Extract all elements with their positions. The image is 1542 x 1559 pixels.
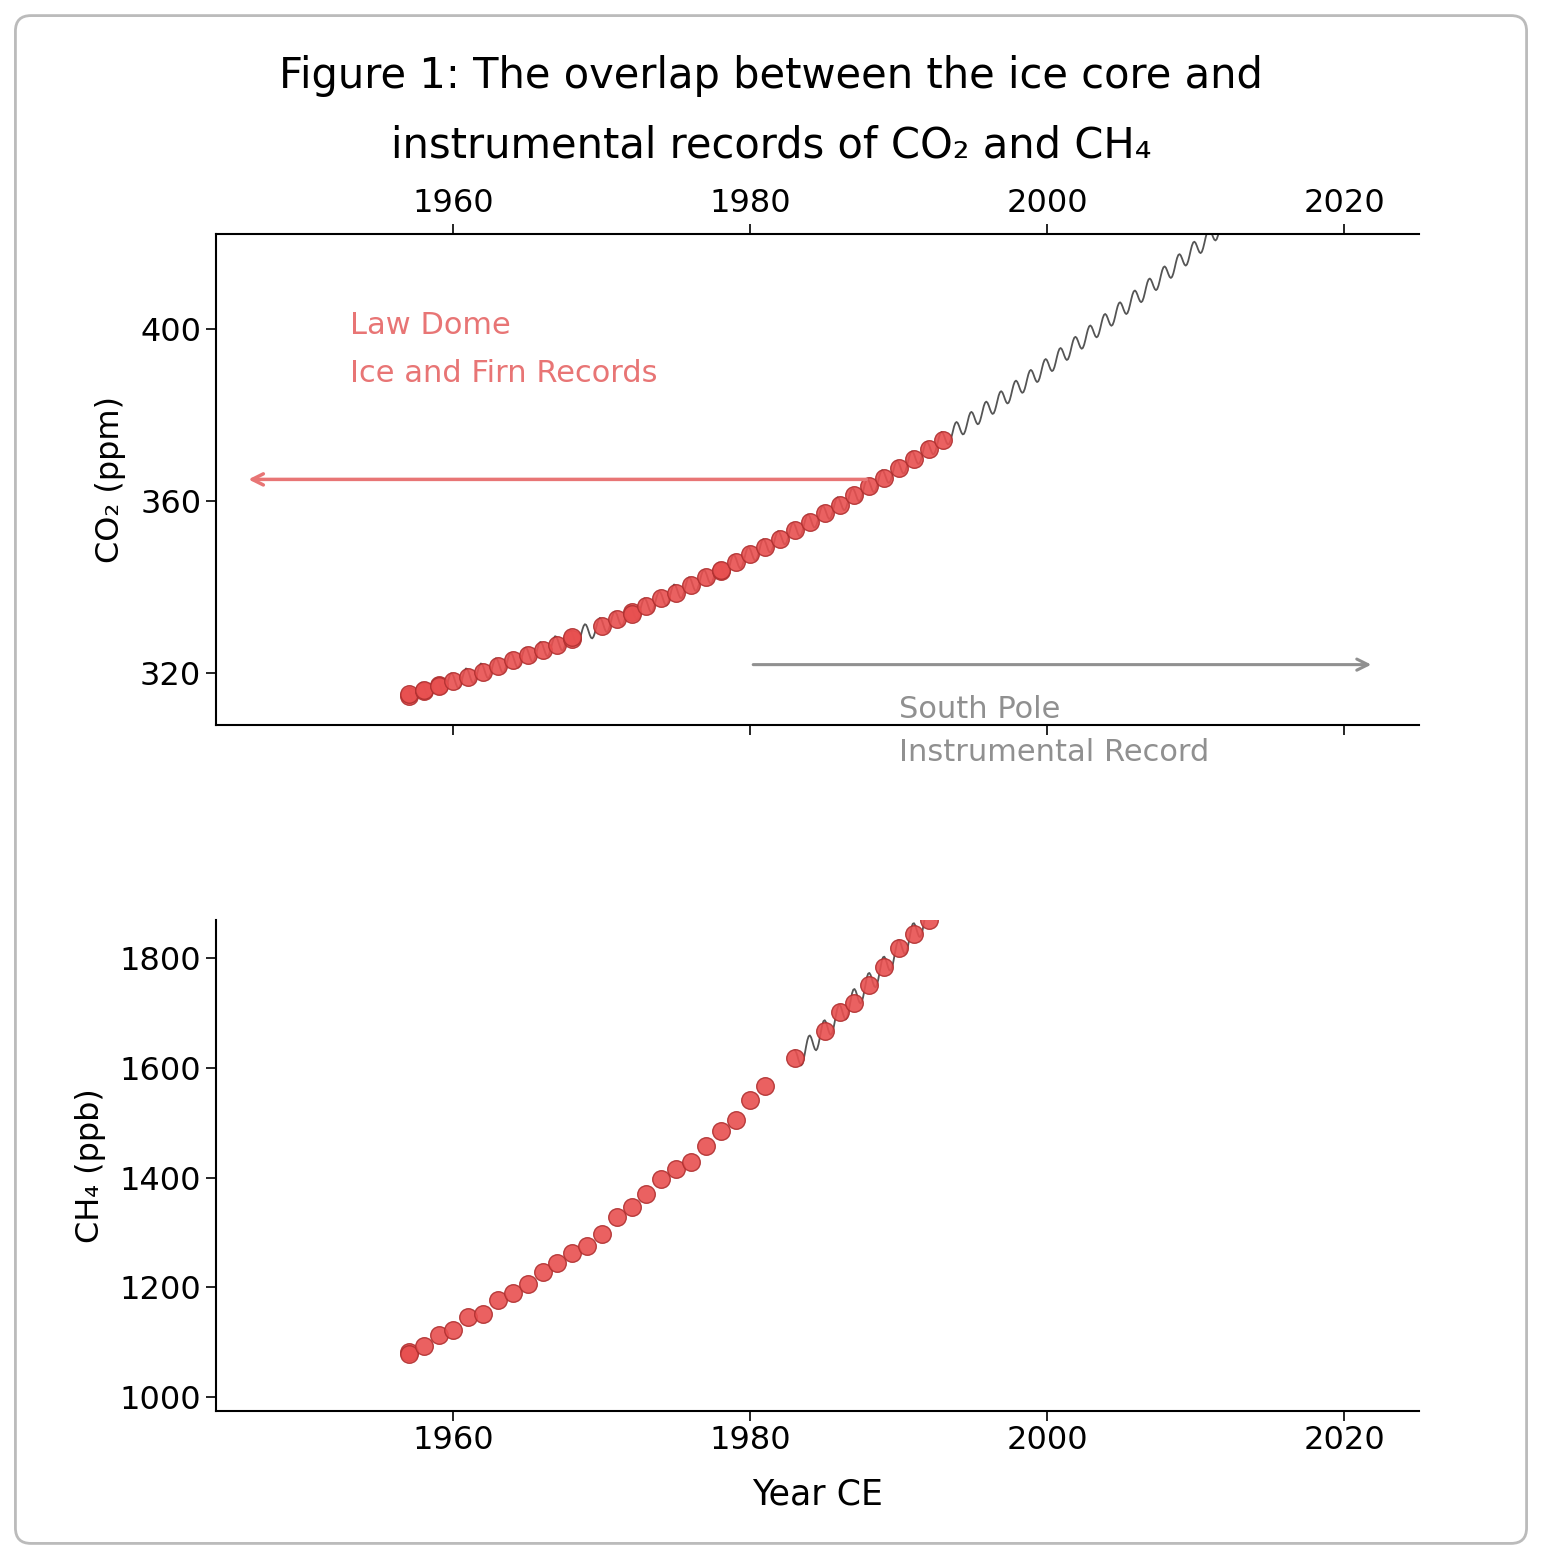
Point [589, 614, 614, 639]
Point [560, 1241, 584, 1266]
Point [486, 1288, 510, 1313]
Point [620, 599, 645, 624]
Point [426, 1324, 450, 1349]
Text: instrumental records of CO₂ and CH₄: instrumental records of CO₂ and CH₄ [390, 125, 1152, 167]
Text: Instrumental Record: Instrumental Record [899, 737, 1209, 767]
Point [412, 1333, 436, 1358]
Point [678, 1149, 703, 1174]
Text: Ice and Firn Records: Ice and Firn Records [350, 359, 657, 388]
Point [396, 1342, 421, 1367]
Point [441, 1317, 466, 1342]
Point [426, 673, 450, 698]
Point [530, 638, 555, 663]
Text: Law Dome: Law Dome [350, 312, 510, 340]
Y-axis label: CH₄ (ppb): CH₄ (ppb) [74, 1088, 106, 1243]
Point [589, 1221, 614, 1246]
Point [575, 1233, 600, 1258]
Point [694, 1133, 719, 1158]
Point [752, 535, 777, 560]
Point [515, 1271, 540, 1296]
Point [857, 973, 882, 998]
Point [412, 677, 436, 702]
Point [678, 572, 703, 597]
Point [396, 1339, 421, 1364]
Point [916, 437, 941, 461]
Point [708, 558, 732, 583]
Point [515, 642, 540, 667]
Point [813, 500, 837, 525]
Point [560, 627, 584, 652]
Point [470, 1302, 495, 1327]
Point [842, 990, 867, 1015]
Point [501, 1281, 526, 1306]
Point [604, 606, 629, 631]
Point [708, 558, 732, 583]
Point [902, 447, 927, 472]
Point [723, 549, 748, 574]
Point [708, 1118, 732, 1143]
Point [396, 683, 421, 708]
Point [544, 1250, 569, 1275]
Point [396, 681, 421, 706]
Point [530, 1260, 555, 1285]
Point [857, 474, 882, 499]
Point [916, 907, 941, 932]
Point [486, 653, 510, 678]
Point [649, 1166, 674, 1191]
Point [871, 466, 896, 491]
Point [797, 510, 822, 535]
Point [620, 602, 645, 627]
Point [694, 564, 719, 589]
Point [665, 1157, 689, 1182]
Point [871, 954, 896, 979]
Point [768, 527, 793, 552]
Point [931, 889, 956, 914]
Point [456, 666, 481, 691]
Point [723, 1108, 748, 1133]
Point [813, 1018, 837, 1043]
Point [501, 649, 526, 673]
Point [887, 455, 911, 480]
Point [456, 1305, 481, 1330]
Point [902, 921, 927, 946]
Point [842, 482, 867, 507]
Point [470, 659, 495, 684]
Text: South Pole: South Pole [899, 695, 1061, 723]
Point [634, 1182, 658, 1207]
Point [783, 1045, 808, 1069]
Point [604, 1205, 629, 1230]
Point [544, 633, 569, 658]
Point [620, 1194, 645, 1219]
Point [649, 586, 674, 611]
Point [634, 594, 658, 619]
X-axis label: Year CE: Year CE [752, 1478, 882, 1511]
Point [560, 625, 584, 650]
Point [739, 543, 763, 567]
Y-axis label: CO₂ (ppm): CO₂ (ppm) [96, 396, 126, 563]
Point [752, 1074, 777, 1099]
Point [783, 518, 808, 543]
Point [827, 999, 851, 1024]
Text: Figure 1: The overlap between the ice core and: Figure 1: The overlap between the ice co… [279, 55, 1263, 97]
Point [827, 493, 851, 518]
Point [887, 935, 911, 960]
Point [931, 427, 956, 452]
Point [412, 678, 436, 703]
Point [739, 1088, 763, 1113]
Point [426, 672, 450, 697]
Point [441, 669, 466, 694]
Point [665, 580, 689, 605]
